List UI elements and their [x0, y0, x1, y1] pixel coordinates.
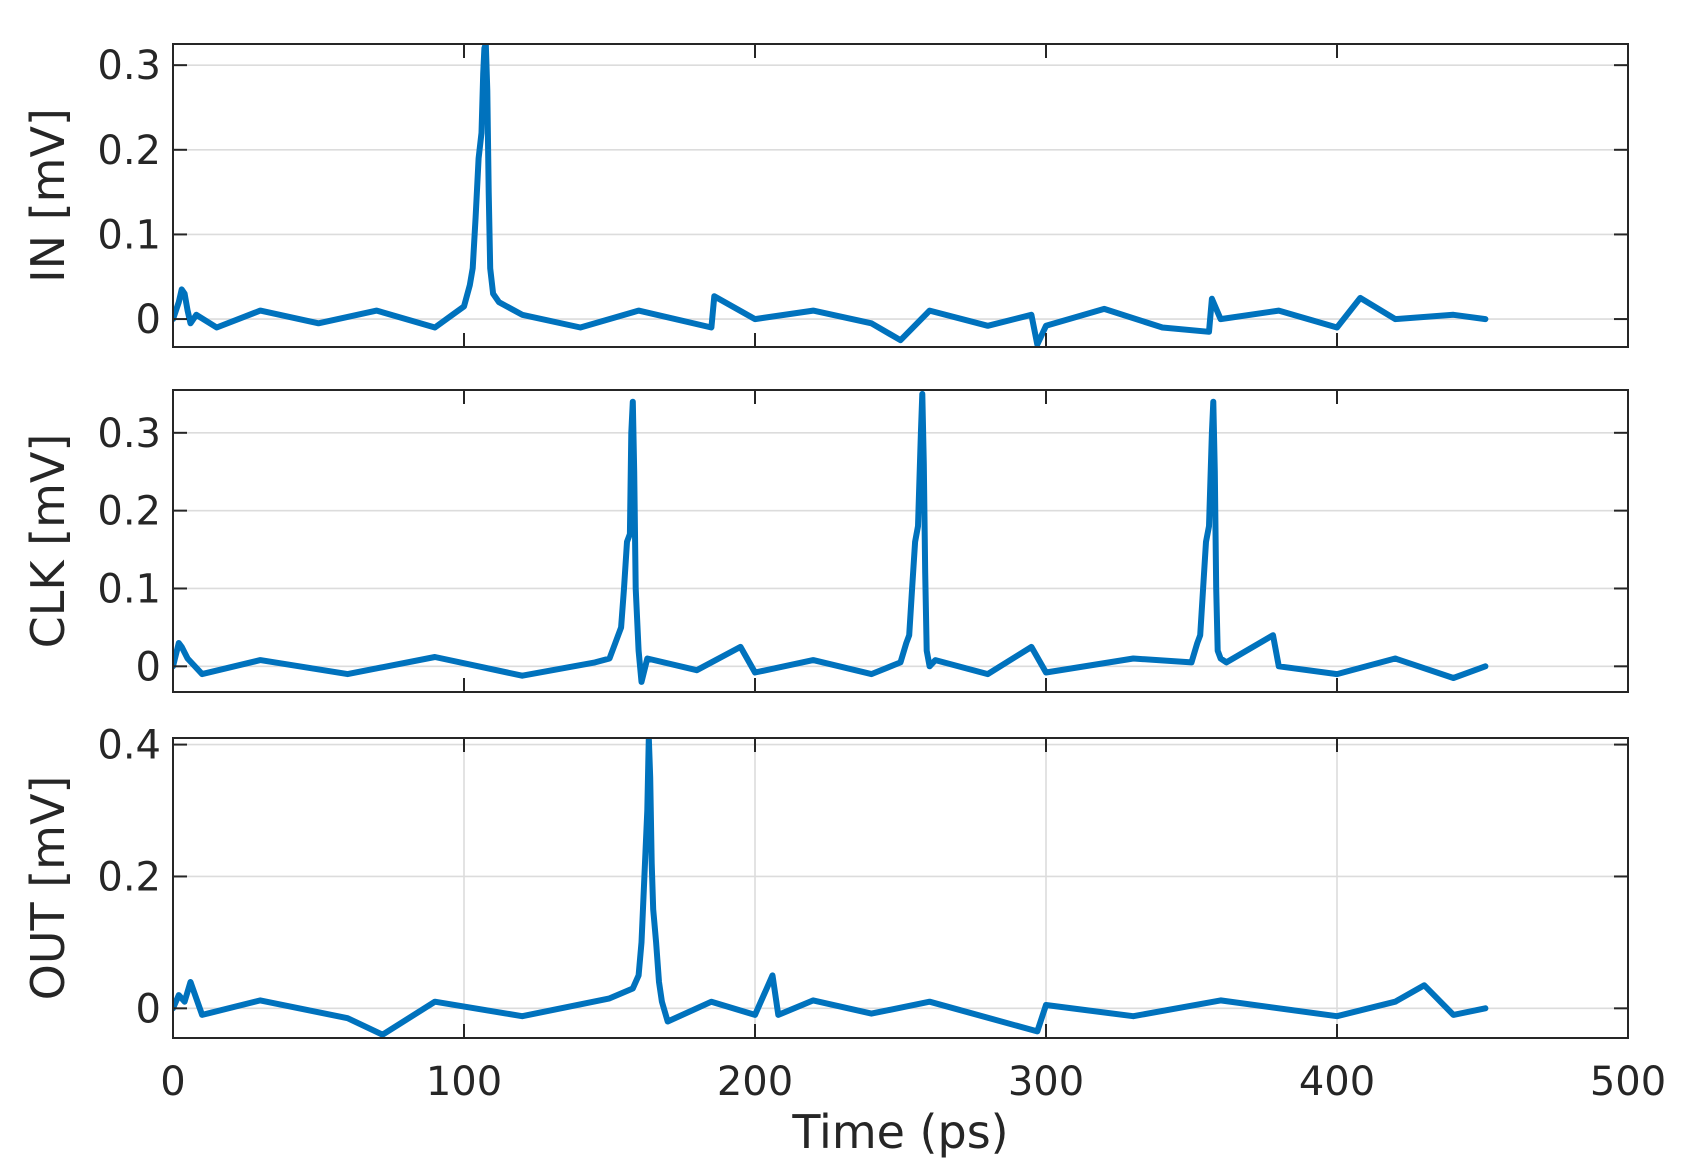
x-axis-label: Time (ps): [791, 1105, 1008, 1159]
x-tick-label: 300: [1008, 1059, 1084, 1105]
y-tick-label: 0.2: [97, 854, 161, 900]
y-tick-label: 0: [136, 644, 161, 690]
plot-frame: [172, 389, 1629, 693]
y-tick-label: 0.1: [97, 212, 161, 258]
y-axis-label: OUT [mV]: [21, 776, 75, 1001]
series-line-0: [173, 738, 1489, 1038]
y-tick-label: 0.3: [97, 43, 161, 89]
plot-frame: [172, 43, 1629, 348]
y-tick-label: 0: [136, 297, 161, 343]
y-tick-label: 0.3: [97, 411, 161, 457]
y-axis-label: CLK [mV]: [21, 434, 75, 649]
series-line-0: [173, 390, 1489, 685]
y-tick-label: 0.2: [97, 128, 161, 174]
y-tick-label: 0.4: [97, 723, 161, 769]
panel-in: 0 0.1 0.2 0.3 IN [mV]: [21, 43, 1629, 348]
y-tick-label: 0.2: [97, 489, 161, 535]
panel-clk: 0 0.1 0.2 0.3 CLK [mV]: [21, 389, 1629, 693]
x-tick-label: 0: [160, 1059, 185, 1105]
x-tick-label: 100: [426, 1059, 502, 1105]
x-tick-label: 400: [1299, 1059, 1375, 1105]
panel-out: 0 0.2 0.4 0 100 200 300 400 500 OUT [mV] Time (ps): [21, 723, 1666, 1159]
y-axis-label: IN [mV]: [21, 108, 75, 283]
x-tick-label: 200: [717, 1059, 793, 1105]
y-tick-label: 0.1: [97, 566, 161, 612]
series-line-0: [173, 44, 1489, 347]
plot-frame: [172, 737, 1629, 1039]
y-tick-label: 0: [136, 986, 161, 1032]
x-tick-label: 500: [1590, 1059, 1666, 1105]
